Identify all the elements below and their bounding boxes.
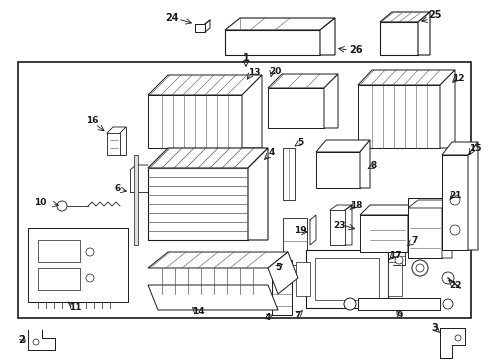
Text: 14: 14 bbox=[191, 307, 204, 316]
Text: 26: 26 bbox=[348, 45, 362, 55]
Polygon shape bbox=[439, 70, 454, 148]
Polygon shape bbox=[441, 155, 467, 250]
Circle shape bbox=[86, 248, 94, 256]
Text: 5: 5 bbox=[296, 138, 303, 147]
Circle shape bbox=[415, 264, 423, 272]
Text: 13: 13 bbox=[247, 68, 260, 77]
Circle shape bbox=[394, 256, 402, 264]
Text: 3: 3 bbox=[431, 323, 437, 333]
Polygon shape bbox=[359, 205, 417, 215]
Polygon shape bbox=[379, 22, 417, 55]
Polygon shape bbox=[295, 262, 309, 296]
Polygon shape bbox=[357, 298, 439, 310]
Polygon shape bbox=[224, 18, 334, 30]
Polygon shape bbox=[148, 75, 262, 95]
Circle shape bbox=[411, 260, 427, 276]
Text: 10: 10 bbox=[34, 198, 46, 207]
Polygon shape bbox=[387, 262, 401, 296]
Text: 17: 17 bbox=[388, 251, 401, 260]
Circle shape bbox=[441, 272, 453, 284]
Circle shape bbox=[454, 335, 460, 341]
Text: 1: 1 bbox=[242, 53, 249, 63]
Polygon shape bbox=[315, 140, 369, 152]
Text: 15: 15 bbox=[468, 144, 480, 153]
Polygon shape bbox=[467, 142, 477, 250]
Polygon shape bbox=[407, 205, 417, 252]
Text: 23: 23 bbox=[333, 220, 346, 230]
Polygon shape bbox=[417, 12, 429, 55]
Polygon shape bbox=[38, 268, 80, 290]
Text: 6: 6 bbox=[115, 184, 121, 193]
Circle shape bbox=[442, 299, 452, 309]
Polygon shape bbox=[247, 148, 267, 240]
Polygon shape bbox=[407, 198, 441, 258]
Polygon shape bbox=[38, 240, 80, 262]
Text: 9: 9 bbox=[396, 310, 403, 320]
Circle shape bbox=[449, 195, 459, 205]
Polygon shape bbox=[267, 88, 324, 128]
Polygon shape bbox=[379, 12, 429, 22]
Polygon shape bbox=[267, 74, 337, 88]
Polygon shape bbox=[357, 85, 439, 148]
Text: 4: 4 bbox=[264, 314, 271, 323]
Polygon shape bbox=[359, 140, 369, 188]
Polygon shape bbox=[271, 260, 291, 315]
Polygon shape bbox=[242, 75, 262, 148]
Polygon shape bbox=[359, 215, 407, 252]
Polygon shape bbox=[267, 252, 297, 294]
Text: 4: 4 bbox=[268, 148, 275, 157]
Polygon shape bbox=[441, 200, 451, 258]
Text: 5: 5 bbox=[274, 264, 281, 273]
Text: 18: 18 bbox=[349, 201, 362, 210]
Text: 2: 2 bbox=[19, 335, 25, 345]
Polygon shape bbox=[28, 228, 128, 302]
Text: 20: 20 bbox=[268, 67, 281, 76]
Polygon shape bbox=[407, 200, 451, 208]
Polygon shape bbox=[224, 30, 319, 55]
Text: 16: 16 bbox=[85, 116, 98, 125]
Circle shape bbox=[86, 274, 94, 282]
Text: 21: 21 bbox=[448, 190, 460, 199]
Polygon shape bbox=[319, 18, 334, 55]
Text: 19: 19 bbox=[293, 225, 305, 234]
Polygon shape bbox=[357, 70, 454, 85]
Text: 8: 8 bbox=[370, 161, 376, 170]
Polygon shape bbox=[283, 218, 306, 265]
Polygon shape bbox=[148, 252, 287, 268]
Polygon shape bbox=[441, 142, 477, 155]
Text: 22: 22 bbox=[448, 280, 460, 289]
Polygon shape bbox=[315, 152, 359, 188]
Polygon shape bbox=[148, 148, 267, 168]
Polygon shape bbox=[18, 62, 470, 318]
Text: 7: 7 bbox=[411, 235, 417, 244]
Polygon shape bbox=[148, 285, 278, 310]
Text: 11: 11 bbox=[69, 303, 81, 312]
Text: 25: 25 bbox=[427, 10, 441, 20]
Circle shape bbox=[57, 201, 67, 211]
Polygon shape bbox=[305, 250, 387, 308]
Text: 12: 12 bbox=[451, 73, 463, 82]
Circle shape bbox=[343, 298, 355, 310]
Text: 7: 7 bbox=[294, 310, 301, 320]
Circle shape bbox=[449, 225, 459, 235]
Polygon shape bbox=[134, 155, 138, 245]
Polygon shape bbox=[148, 168, 247, 240]
Polygon shape bbox=[148, 95, 242, 148]
Circle shape bbox=[33, 339, 39, 345]
Polygon shape bbox=[324, 74, 337, 128]
Text: 24: 24 bbox=[165, 13, 179, 23]
Polygon shape bbox=[283, 148, 294, 200]
Polygon shape bbox=[314, 258, 378, 300]
